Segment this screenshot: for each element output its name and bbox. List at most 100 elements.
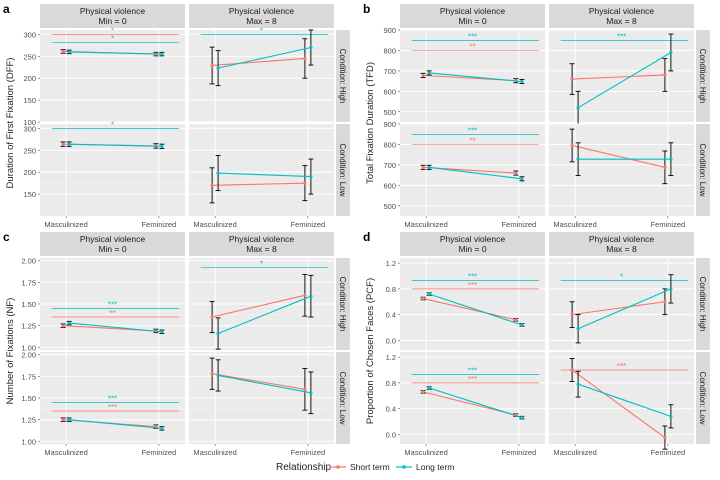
data-point-c-high_min-long-1 bbox=[160, 330, 164, 334]
strip-label-b-row_low: Condition: Low bbox=[698, 144, 707, 197]
strip-label-c-col2-line1: Physical violence bbox=[229, 234, 294, 244]
data-point-d-high_max-short-0 bbox=[570, 313, 574, 317]
panel-b-high_max: *** bbox=[549, 29, 694, 125]
strip-d-col1 bbox=[400, 232, 545, 256]
strip-label-a-row_low: Condition: Low bbox=[338, 144, 347, 197]
panel-c-high_max: * bbox=[189, 258, 334, 350]
data-point-b-low_max-short-1 bbox=[663, 165, 667, 169]
legend-label-short-term: Short term bbox=[350, 462, 390, 472]
strip-a-row_high bbox=[336, 30, 350, 122]
data-point-a-high_max-long-0 bbox=[216, 66, 220, 70]
panel-a-low_min: * bbox=[40, 120, 185, 216]
series-line-c-high_max-short bbox=[211, 294, 306, 318]
x-tick-label-b-1: Feminized bbox=[502, 220, 537, 229]
y-tick-label-d: 1.2 bbox=[386, 353, 396, 362]
x-tick-label-c-0: Masculinized bbox=[44, 448, 87, 457]
series-line-d-low_min-long bbox=[428, 387, 523, 419]
series-line-b-high_max-short bbox=[572, 74, 665, 80]
series-line-c-low_min-long bbox=[69, 419, 162, 429]
y-tick-label-a: 100 bbox=[23, 118, 36, 127]
panel-bg-a-high_max bbox=[189, 30, 334, 122]
y-tick-label-c: 2.00 bbox=[21, 257, 36, 266]
data-point-a-low_max-long-1 bbox=[309, 174, 313, 179]
y-tick-label-c: 1.75 bbox=[21, 372, 36, 381]
y-axis-label-d: Proportion of Chosen Faces (PCF) bbox=[365, 278, 376, 424]
y-tick-label-c: 1.00 bbox=[21, 437, 36, 446]
series-line-a-high_min-long bbox=[69, 51, 162, 55]
y-tick-label-b: 600 bbox=[383, 87, 396, 96]
strip-c-row_low bbox=[336, 352, 350, 444]
significance-label-b-high_min-short: ** bbox=[469, 42, 475, 51]
series-line-d-high_min-short bbox=[422, 297, 517, 321]
panel-bg-d-low_min bbox=[400, 352, 545, 444]
data-point-d-low_max-short-0 bbox=[570, 368, 574, 372]
strip-d-col2 bbox=[549, 232, 694, 256]
strip-label-c-row_low: Condition: Low bbox=[338, 372, 347, 425]
y-tick-label-d: 0.4 bbox=[386, 311, 396, 320]
significance-label-c-low_min-short: *** bbox=[108, 403, 117, 412]
strip-label-b-col1-line1: Physical violence bbox=[440, 6, 505, 16]
significance-label-a-low_min-long: * bbox=[111, 120, 114, 129]
legend-label-long-term: Long term bbox=[416, 462, 454, 472]
strip-label-d-row_high: Condition: High bbox=[698, 277, 707, 332]
y-tick-label-a: 150 bbox=[23, 96, 36, 105]
y-tick-label-a: 250 bbox=[23, 52, 36, 61]
panel-c-high_min: ***** bbox=[40, 258, 185, 350]
strip-label-c-col1-line1: Physical violence bbox=[80, 234, 145, 244]
data-point-b-low_min-long-1 bbox=[520, 177, 524, 181]
significance-label-a-high_max-long: * bbox=[260, 26, 263, 35]
data-point-b-low_min-short-1 bbox=[514, 171, 518, 175]
data-point-d-low_max-long-0 bbox=[576, 382, 580, 386]
series-line-a-high_max-long bbox=[217, 46, 312, 69]
data-point-c-high_max-long-1 bbox=[309, 294, 313, 298]
panel-a-high_max: * bbox=[189, 26, 334, 123]
data-point-d-low_min-short-0 bbox=[421, 390, 425, 394]
data-point-a-low_max-short-0 bbox=[210, 183, 214, 187]
significance-label-c-high_min-long: *** bbox=[108, 300, 117, 309]
panel-bg-a-high_min bbox=[40, 30, 185, 122]
data-point-b-high_max-short-1 bbox=[663, 73, 667, 77]
data-point-b-high_max-long-0 bbox=[576, 106, 580, 110]
x-tick-label-b-0: Masculinized bbox=[404, 220, 447, 229]
series-line-b-low_min-long bbox=[429, 166, 522, 180]
strip-label-a-col1-line1: Physical violence bbox=[80, 6, 145, 16]
subplot-tag-d: d bbox=[363, 230, 370, 244]
data-point-c-high_max-short-0 bbox=[210, 315, 214, 319]
y-tick-label-d: 0.8 bbox=[386, 379, 396, 388]
x-tick-label-c-1: Feminized bbox=[291, 448, 326, 457]
strip-a-col2 bbox=[189, 4, 334, 28]
subplot-d: d Proportion of Chosen Faces (PCF) Physica… bbox=[363, 230, 710, 457]
x-tick-label-a-1: Feminized bbox=[291, 220, 326, 229]
panel-bg-d-high_max bbox=[549, 258, 694, 350]
panel-d-high_min: ****** bbox=[400, 258, 545, 350]
panel-d-low_min: ****** bbox=[400, 352, 545, 444]
significance-label-c-low_min-long: *** bbox=[108, 394, 117, 403]
data-point-c-low_min-long-1 bbox=[160, 426, 164, 430]
y-axis-label-a: Duration of First Fixation (DFF) bbox=[5, 58, 16, 189]
y-tick-label-b: 700 bbox=[383, 161, 396, 170]
panel-c-low_min: ****** bbox=[40, 352, 185, 444]
y-tick-label-d: 0.4 bbox=[386, 405, 396, 414]
strip-c-col2 bbox=[189, 232, 334, 256]
data-point-b-low_min-long-0 bbox=[427, 165, 431, 169]
strip-b-row_low bbox=[696, 124, 710, 216]
x-tick-label-d-1: Feminized bbox=[651, 448, 686, 457]
data-point-c-high_min-long-0 bbox=[67, 321, 71, 325]
data-point-c-low_max-long-1 bbox=[309, 391, 313, 395]
subplot-tag-c: c bbox=[3, 230, 10, 244]
significance-label-d-low_min-short: *** bbox=[468, 375, 477, 384]
data-point-a-low_max-short-1 bbox=[303, 181, 307, 185]
data-point-a-low_min-long-1 bbox=[160, 144, 164, 148]
significance-label-d-high_max-long: * bbox=[620, 273, 623, 282]
strip-b-col2 bbox=[549, 4, 694, 28]
panel-d-low_max: *** bbox=[549, 352, 694, 450]
series-line-d-high_max-short bbox=[572, 301, 665, 316]
x-tick-label-a-1: Feminized bbox=[142, 220, 177, 229]
data-point-b-low_min-short-0 bbox=[421, 165, 425, 169]
data-point-a-high_max-short-1 bbox=[303, 56, 307, 61]
y-tick-label-c: 1.00 bbox=[21, 343, 36, 352]
data-point-b-low_max-long-1 bbox=[669, 157, 673, 161]
data-point-d-low_max-short-1 bbox=[663, 435, 667, 440]
panel-bg-b-high_max bbox=[549, 30, 694, 122]
